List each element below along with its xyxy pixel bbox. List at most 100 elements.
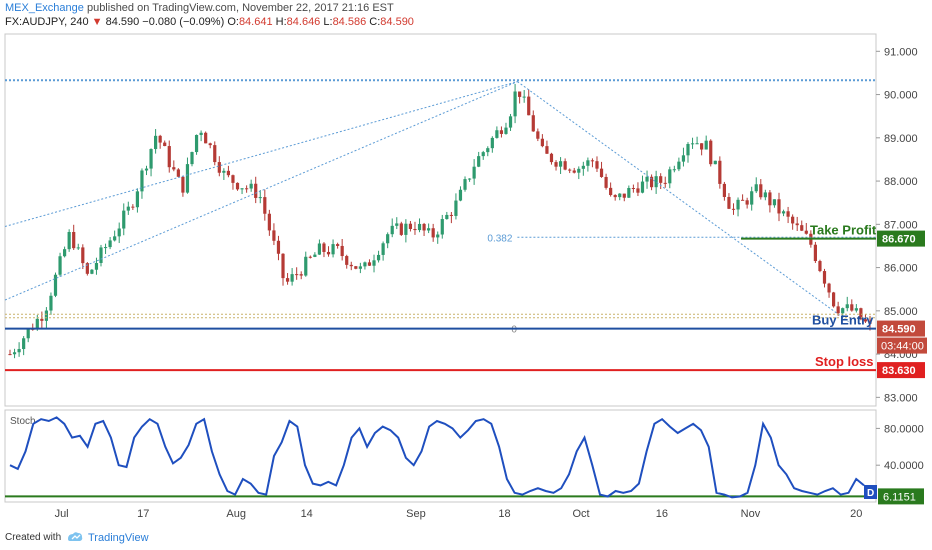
candle-body [659,176,663,183]
fib-level-label: 0.382 [487,233,512,244]
candle-body [317,243,322,255]
candle-body [308,256,312,258]
candle-body [499,130,504,134]
candle-body [463,179,467,190]
price-axis-label: 90.000 [884,90,918,102]
candle-body [813,244,817,262]
candle-body [249,183,253,189]
candle-body [627,188,631,198]
candle-body [518,91,522,97]
open-value: 84.641 [238,16,273,28]
candle-body [604,176,608,188]
candle-body [618,193,622,198]
candle-body [408,223,413,229]
countdown-text: 03:44:00 [881,341,924,353]
candle-body [63,249,67,257]
candle-body [140,170,144,192]
symbol-label[interactable]: FX:AUDJPY, 240 [5,16,89,28]
candle-body [208,143,212,146]
candle-body [185,164,190,193]
candle-body [131,206,135,208]
candle-body [854,308,858,311]
candle-body [831,292,836,307]
candle-body [404,223,408,235]
time-axis-label: 14 [301,508,313,520]
candle-body [281,253,285,279]
candle-body [686,143,690,156]
candle-body [759,184,763,198]
stoch-value-tag [878,488,924,505]
candle-body [40,318,44,321]
candle-body [522,96,526,98]
candle-body [235,182,240,190]
price-axis-label: 89.000 [884,133,918,145]
stoch-axis-label: 80.0000 [884,423,924,435]
time-axis-label: Nov [741,508,761,520]
publisher-link[interactable]: MEX_Exchange [5,2,84,14]
candle-body [540,138,544,147]
candle-body [490,137,494,149]
candle-body [194,134,199,153]
candle-body [668,169,672,184]
candle-body [836,306,840,314]
candle-body [727,196,731,209]
candle-body [417,223,422,231]
high-label: H: [275,16,287,28]
candle-body [358,266,362,269]
tradingview-brand[interactable]: TradingView [88,532,149,544]
price-axis-label: 83.000 [884,392,918,404]
chart-canvas[interactable]: 91.000 90.000 89.000 88.000 87.000 86.000 85.0… [0,0,932,524]
candle-body [695,143,699,145]
candle-body [709,140,713,165]
candle-body [613,195,617,198]
change-value: −0.080 (−0.09%) [142,16,225,28]
candle-body [795,223,799,226]
candle-body [12,352,17,355]
candle-body [467,178,472,180]
candle-body [791,216,795,224]
time-axis-label: 20 [850,508,862,520]
candle-body [745,200,749,205]
level-name-label: Take Profit [810,223,877,238]
candle-body [381,243,385,255]
candle-body [340,245,344,257]
candle-body [458,189,463,201]
candle-body [135,191,140,208]
level-name-label: Stop loss [815,354,874,369]
candle-body [226,170,231,176]
level-name-label: Buy Entry [812,313,874,328]
candle-body [190,152,194,165]
candle-body [577,168,581,173]
candle-body [740,199,745,201]
candle-body [563,161,567,170]
fib-zero-label: 0 [511,325,517,336]
price-axis-label: 85.000 [884,306,918,318]
candle-body [176,169,180,177]
candle-body [704,140,708,150]
candle-body [645,176,649,182]
candle-body [263,197,267,214]
candle-body [254,183,258,198]
candle-body [58,256,62,275]
stoch-title: Stoch [10,416,36,427]
candle-body [399,223,403,235]
chart-header-line2: FX:AUDJPY, 240 ▼ 84.590 −0.080 (−0.09%) … [5,16,414,28]
candle-body [827,283,831,293]
candle-body [731,208,736,210]
candle-body [654,176,658,188]
candle-body [640,181,645,193]
candle-body [231,175,235,183]
candle-body [158,135,162,143]
candle-body [390,225,394,235]
candle-body [631,188,635,190]
candle-body [276,240,281,254]
candle-body [72,232,76,249]
candle-body [700,143,704,150]
time-axis: Jul 17 Aug 14 Sep 18 Oct 16 Nov 20 [55,508,863,520]
close-value: 84.590 [380,16,414,28]
candle-body [126,206,130,211]
high-value: 84.646 [286,16,321,28]
candle-body [568,169,572,171]
candle-body [304,256,308,276]
last-price-value: 84.590 [105,16,140,28]
